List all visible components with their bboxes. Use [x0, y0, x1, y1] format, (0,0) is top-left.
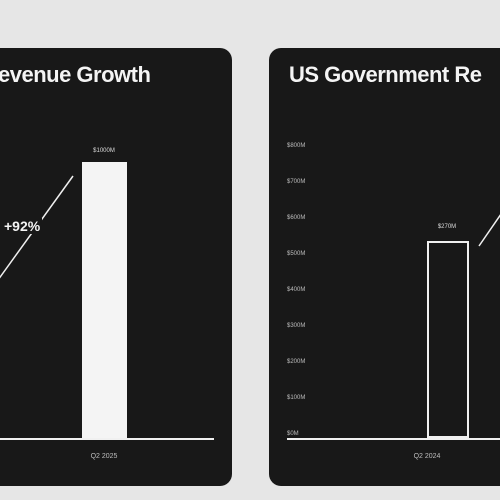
trend-arrow-icon	[478, 214, 500, 247]
trend-arrow-line	[478, 214, 500, 247]
y-tick-label: $100M	[287, 395, 306, 401]
y-tick-label: $500M	[287, 251, 306, 257]
y-tick-label: $300M	[287, 323, 306, 329]
revenue-growth-card: evenue Growth +92% $1000M Q2 2025	[0, 48, 232, 486]
y-tick-label: $200M	[287, 359, 306, 365]
y-tick-label: $600M	[287, 215, 306, 221]
growth-label: +92%	[2, 218, 43, 234]
y-tick-label: $700M	[287, 179, 306, 185]
bar-value-label: $270M	[437, 224, 457, 230]
x-tick-label: Q2 2025	[90, 453, 118, 460]
y-tick-label: $400M	[287, 287, 306, 293]
bar-q2-2024	[427, 241, 469, 438]
bar-value-label: $1000M	[93, 148, 115, 154]
us-government-revenue-card: US Government Re $800M $700M $600M $500M…	[269, 48, 500, 486]
y-tick-label: $800M	[287, 143, 306, 149]
x-axis-line	[287, 438, 500, 440]
x-tick-label: Q2 2024	[413, 453, 441, 460]
card-title: US Government Re	[289, 62, 482, 87]
y-tick-label: $0M	[287, 431, 299, 437]
x-axis-line	[0, 438, 214, 440]
bar-q2-2025	[82, 162, 127, 440]
card-title: evenue Growth	[0, 62, 151, 87]
